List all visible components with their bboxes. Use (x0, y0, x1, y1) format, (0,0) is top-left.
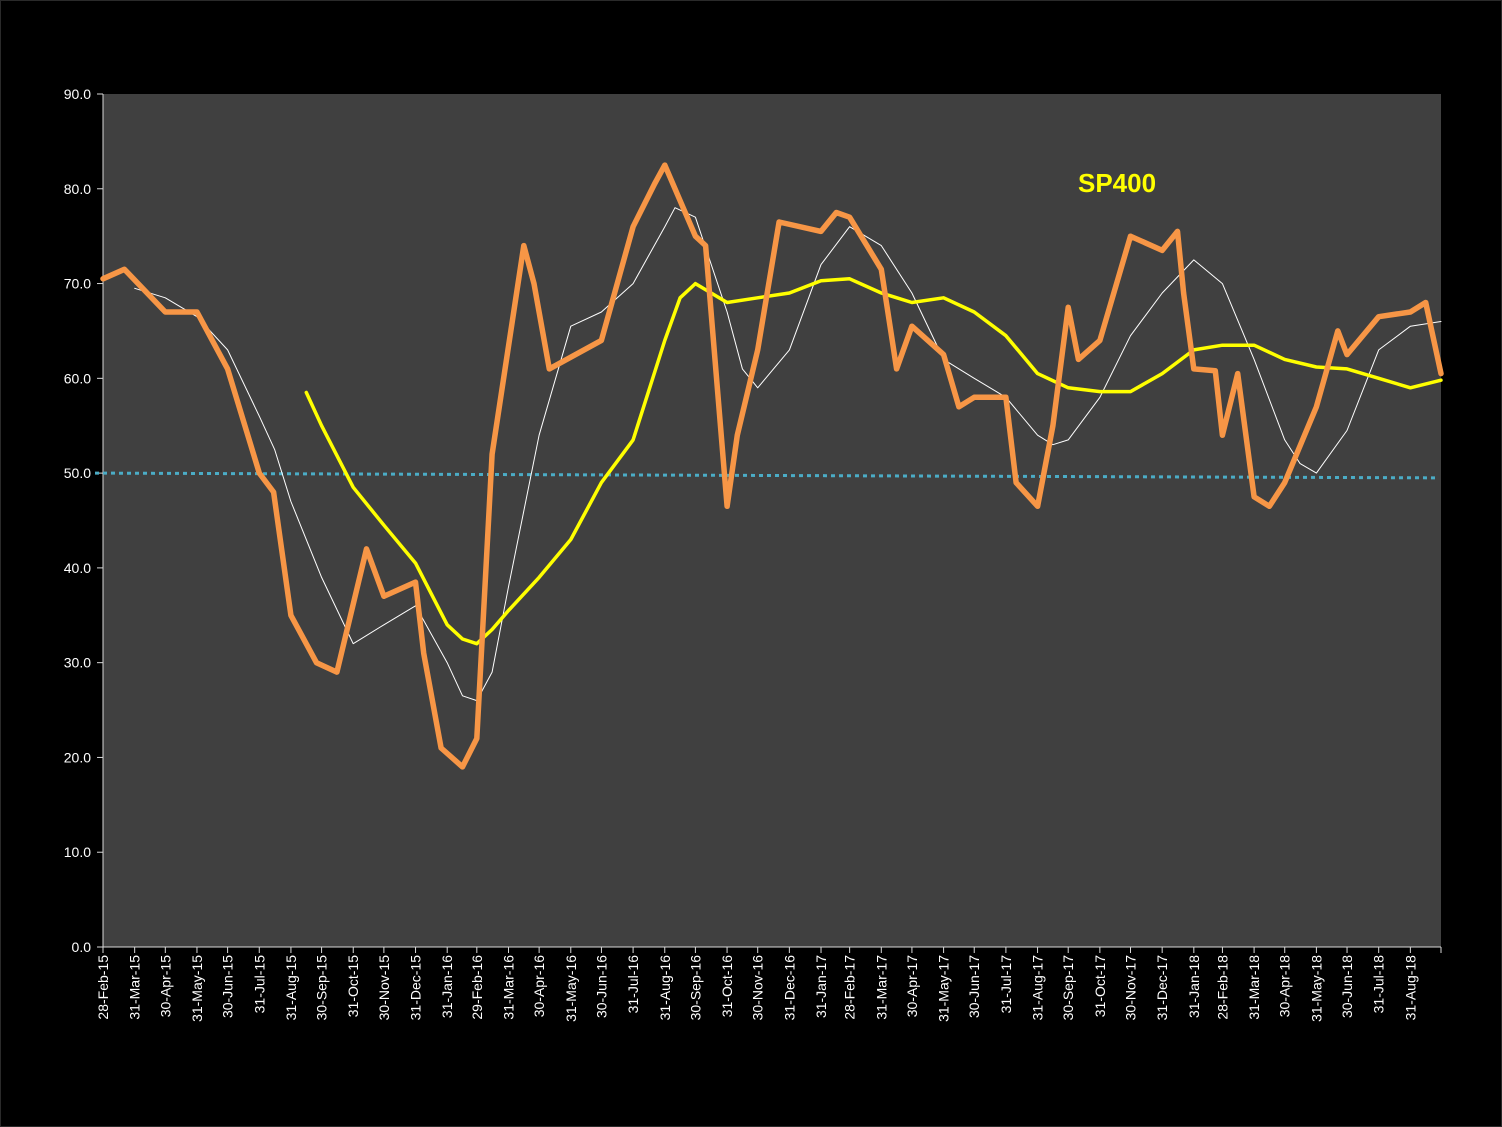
series-line-yellow-average (304, 277, 1443, 646)
x-tick-label: 31-Mar-17 (873, 955, 889, 1020)
x-tick-label: 31-Jan-17 (813, 955, 829, 1018)
y-tick-label: 40.0 (64, 560, 91, 576)
y-tick-label: 70.0 (64, 276, 91, 292)
x-tick-label: 31-Oct-17 (1092, 955, 1108, 1017)
x-tick-label: 28-Feb-15 (95, 955, 111, 1020)
y-tick-label: 60.0 (64, 370, 91, 386)
x-tick-label: 30-Sep-16 (687, 955, 703, 1021)
x-tick-label: 31-May-17 (936, 955, 952, 1022)
x-axis: 28-Feb-15 31-Mar-15 30-Apr-15 31-May-15 30-J… (95, 946, 1442, 1022)
x-tick-label: 31-Aug-16 (657, 955, 673, 1021)
x-tick-label: 28-Feb-18 (1214, 955, 1230, 1020)
y-tick-label: 10.0 (64, 844, 91, 860)
x-tick-label: 31-Jul-16 (625, 955, 641, 1014)
y-tick-label: 0.0 (72, 939, 92, 955)
series-line-thick-orange (100, 162, 1444, 770)
x-tick-label: 30-Nov-15 (376, 955, 392, 1021)
x-tick-label: 31-Oct-16 (719, 955, 735, 1017)
x-tick-label: 31-May-18 (1308, 955, 1324, 1022)
x-tick-label: 30-Jun-17 (966, 955, 982, 1018)
x-tick-label: 31-Aug-18 (1402, 955, 1418, 1021)
x-tick-label: 31-Dec-15 (408, 955, 424, 1021)
x-tick-label: 30-Sep-15 (314, 955, 330, 1021)
x-tick-label: 30-Nov-16 (750, 955, 766, 1021)
x-tick-label: 30-Jun-15 (220, 955, 236, 1018)
y-tick-label: 50.0 (64, 465, 91, 481)
x-tick-label: 31-Jul-17 (998, 955, 1014, 1014)
series-layer (94, 162, 1444, 770)
x-tick-label: 30-Jun-16 (593, 955, 609, 1018)
x-tick-label: 30-Apr-17 (904, 955, 920, 1017)
chart-title: SP400 (1078, 168, 1156, 198)
y-tick-label: 30.0 (64, 655, 91, 671)
x-tick-label: 31-Jul-15 (251, 955, 267, 1014)
x-tick-label: 31-Dec-16 (781, 955, 797, 1021)
x-tick-label: 31-Mar-16 (500, 955, 516, 1020)
x-tick-label: 31-Mar-15 (127, 955, 143, 1020)
x-tick-label: 31-May-15 (189, 955, 205, 1022)
y-axis: 0.0 10.0 20.0 30.0 40.0 50.0 60.0 70.0 80.0 90.0 (64, 86, 104, 955)
x-tick-label: 30-Jun-18 (1339, 955, 1355, 1018)
x-tick-label: 31-Oct-15 (345, 955, 361, 1017)
x-tick-label: 31-Jan-16 (439, 955, 455, 1018)
x-tick-label: 31-Jan-18 (1186, 955, 1202, 1018)
y-tick-label: 90.0 (64, 86, 91, 102)
x-tick-label: 31-Aug-15 (283, 955, 299, 1021)
x-tick-label: 30-Nov-17 (1123, 955, 1139, 1021)
y-tick-label: 80.0 (64, 181, 91, 197)
x-tick-label: 31-Jul-18 (1371, 955, 1387, 1014)
x-tick-label: 30-Sep-17 (1060, 955, 1076, 1021)
y-tick-label: 20.0 (64, 749, 91, 765)
x-tick-label: 30-Apr-15 (157, 955, 173, 1017)
x-tick-label: 29-Feb-16 (469, 955, 485, 1020)
x-tick-label: 31-Aug-17 (1030, 955, 1046, 1021)
x-tick-label: 31-Dec-17 (1154, 955, 1170, 1021)
x-tick-label: 30-Apr-16 (531, 955, 547, 1017)
x-tick-label: 30-Apr-18 (1277, 955, 1293, 1017)
x-tick-label: 31-May-16 (563, 955, 579, 1022)
x-tick-label: 28-Feb-17 (842, 955, 858, 1020)
x-tick-label: 31-Mar-18 (1246, 955, 1262, 1020)
plot-area (103, 94, 1441, 947)
